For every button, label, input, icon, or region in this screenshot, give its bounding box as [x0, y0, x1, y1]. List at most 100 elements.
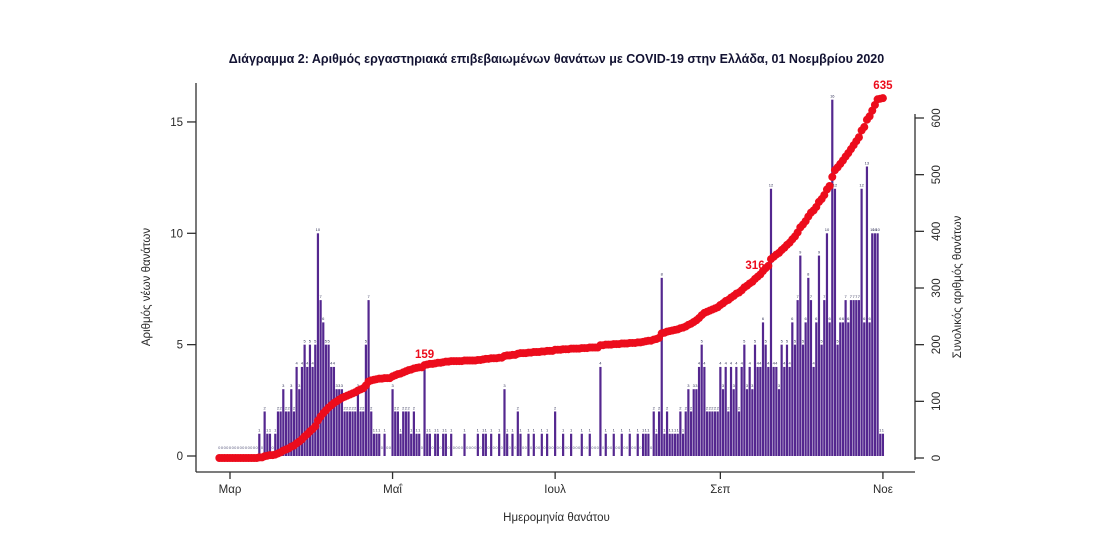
svg-text:0: 0 [602, 445, 605, 450]
svg-text:1: 1 [562, 428, 565, 433]
svg-text:1: 1 [274, 428, 277, 433]
svg-text:2: 2 [263, 405, 266, 410]
svg-text:2: 2 [397, 405, 400, 410]
svg-text:0: 0 [594, 445, 597, 450]
svg-text:3: 3 [298, 383, 301, 388]
right-axis-ticks: 0 100 200 300 400 500 600 [915, 108, 943, 461]
svg-text:1: 1 [581, 428, 584, 433]
svg-text:4: 4 [757, 361, 760, 366]
svg-text:2: 2 [714, 405, 717, 410]
svg-text:2: 2 [394, 405, 397, 410]
svg-text:10: 10 [825, 227, 830, 232]
svg-text:0: 0 [514, 445, 517, 450]
svg-text:0: 0 [535, 445, 538, 450]
svg-text:2: 2 [685, 405, 688, 410]
left-axis-ticks: 0 5 10 15 [170, 117, 196, 463]
svg-text:1: 1 [655, 428, 658, 433]
svg-text:1: 1 [378, 428, 381, 433]
svg-text:5: 5 [327, 338, 330, 343]
svg-text:9: 9 [799, 249, 802, 254]
svg-text:2: 2 [362, 405, 365, 410]
svg-text:6: 6 [863, 316, 866, 321]
svg-text:1: 1 [463, 428, 466, 433]
svg-text:0: 0 [245, 445, 248, 450]
svg-text:1: 1 [269, 428, 272, 433]
svg-text:5: 5 [303, 338, 306, 343]
svg-text:0: 0 [631, 445, 634, 450]
svg-text:1: 1 [519, 428, 522, 433]
svg-text:0: 0 [458, 445, 461, 450]
svg-text:0: 0 [250, 445, 253, 450]
svg-text:1: 1 [442, 428, 445, 433]
svg-text:0: 0 [583, 445, 586, 450]
svg-text:1: 1 [426, 428, 429, 433]
svg-text:1: 1 [511, 428, 514, 433]
svg-text:12: 12 [769, 183, 774, 188]
svg-text:1: 1 [533, 428, 536, 433]
svg-text:0: 0 [177, 451, 183, 463]
svg-text:1: 1 [506, 428, 509, 433]
svg-text:0: 0 [610, 445, 613, 450]
svg-text:6: 6 [842, 316, 845, 321]
svg-text:0: 0 [237, 445, 240, 450]
svg-text:7: 7 [823, 294, 826, 299]
svg-text:0: 0 [530, 445, 533, 450]
svg-text:5: 5 [786, 338, 789, 343]
svg-text:6: 6 [804, 316, 807, 321]
svg-text:0: 0 [575, 445, 578, 450]
svg-text:2: 2 [285, 405, 288, 410]
svg-text:1: 1 [674, 428, 677, 433]
cumulative-deaths-line [215, 94, 887, 462]
svg-text:0: 0 [634, 445, 637, 450]
svg-text:7: 7 [319, 294, 322, 299]
svg-text:1: 1 [410, 428, 413, 433]
svg-text:4: 4 [698, 361, 701, 366]
svg-text:1: 1 [882, 428, 885, 433]
svg-text:2: 2 [279, 405, 282, 410]
svg-text:6: 6 [868, 316, 871, 321]
svg-text:4: 4 [759, 361, 762, 366]
svg-text:1: 1 [621, 428, 624, 433]
svg-text:Μαΐ: Μαΐ [383, 484, 403, 496]
svg-text:0: 0 [224, 445, 227, 450]
svg-text:7: 7 [810, 294, 813, 299]
svg-text:0: 0 [389, 445, 392, 450]
svg-text:1: 1 [399, 428, 402, 433]
svg-text:6: 6 [847, 316, 850, 321]
svg-text:10: 10 [316, 227, 321, 232]
svg-text:1: 1 [482, 428, 485, 433]
svg-text:3: 3 [391, 383, 394, 388]
svg-text:7: 7 [855, 294, 858, 299]
svg-text:316: 316 [745, 260, 764, 272]
svg-text:1: 1 [490, 428, 493, 433]
svg-text:0: 0 [255, 445, 258, 450]
svg-text:2: 2 [711, 405, 714, 410]
svg-text:2: 2 [738, 405, 741, 410]
svg-text:1: 1 [541, 428, 544, 433]
svg-text:3: 3 [733, 383, 736, 388]
svg-text:0: 0 [525, 445, 528, 450]
svg-text:Ιουλ: Ιουλ [544, 484, 566, 496]
svg-text:0: 0 [557, 445, 560, 450]
svg-text:1: 1 [445, 428, 448, 433]
svg-text:5: 5 [836, 338, 839, 343]
svg-text:0: 0 [240, 445, 243, 450]
svg-text:3: 3 [687, 383, 690, 388]
svg-text:3: 3 [338, 383, 341, 388]
svg-text:3: 3 [290, 383, 293, 388]
svg-text:0: 0 [543, 445, 546, 450]
svg-text:1: 1 [663, 428, 666, 433]
svg-text:0: 0 [447, 445, 450, 450]
svg-text:159: 159 [415, 349, 434, 361]
svg-text:0: 0 [386, 445, 389, 450]
svg-text:3: 3 [282, 383, 285, 388]
svg-text:0: 0 [567, 445, 570, 450]
svg-text:5: 5 [802, 338, 805, 343]
svg-text:3: 3 [778, 383, 781, 388]
svg-text:4: 4 [812, 361, 815, 366]
svg-text:6: 6 [815, 316, 818, 321]
svg-text:4: 4 [703, 361, 706, 366]
svg-text:10: 10 [875, 227, 880, 232]
